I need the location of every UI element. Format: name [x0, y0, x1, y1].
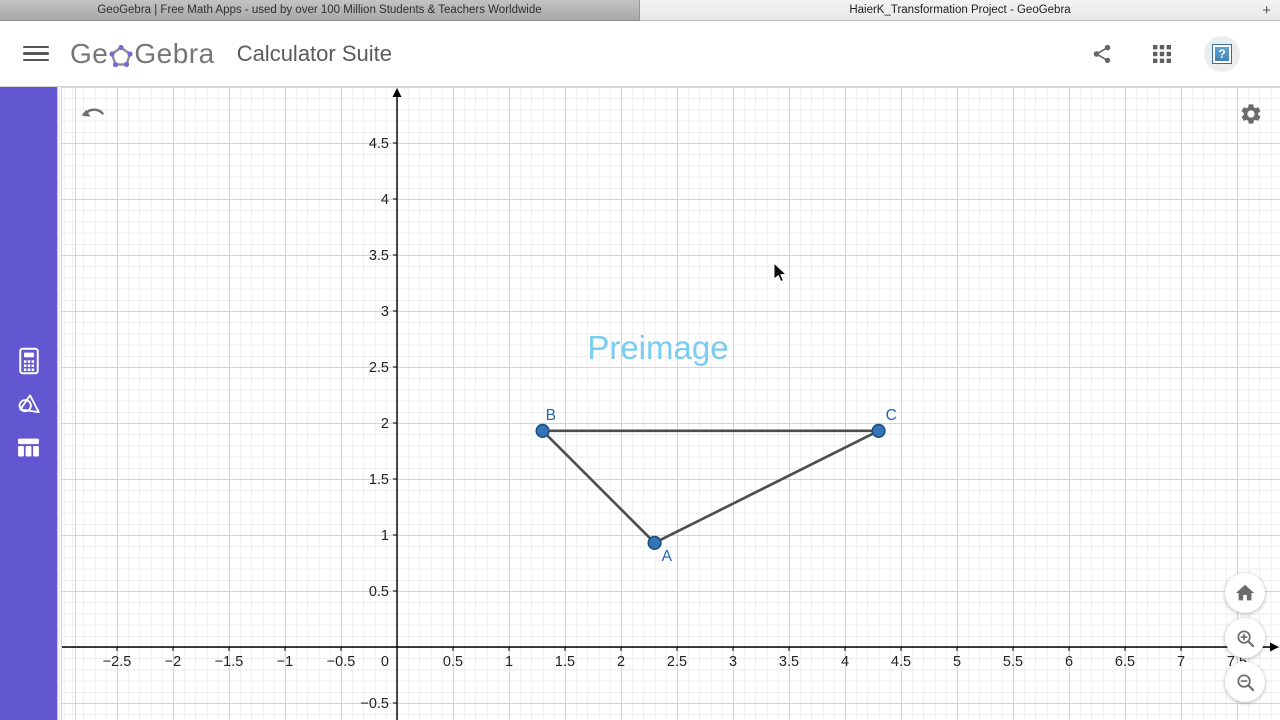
svg-text:1: 1	[505, 654, 513, 670]
tab-title: GeoGebra | Free Math Apps - used by over…	[97, 4, 542, 16]
graph-point-B[interactable]	[535, 423, 550, 438]
app-header: Ge Gebra Calculator Suite ?	[0, 21, 1280, 87]
hamburger-menu-icon[interactable]	[23, 44, 49, 64]
geometry-icon	[18, 394, 40, 414]
svg-text:−2: −2	[165, 654, 182, 670]
svg-text:−0.5: −0.5	[360, 696, 389, 712]
panel-resize-handle[interactable]	[57, 87, 62, 720]
home-icon	[1235, 584, 1255, 601]
undo-icon	[81, 108, 104, 117]
main-area: −2.5 −2 −1.5 −1 −0.5 0.5 1 1.5 2 2.5 3 3.5 4 4.5 5 5.5 6…	[0, 87, 1280, 720]
help-button[interactable]: ?	[1204, 35, 1240, 72]
logo-pentagon-icon	[109, 44, 133, 67]
svg-text:6: 6	[1065, 654, 1073, 670]
point-label-C: C	[886, 407, 897, 424]
svg-text:0.5: 0.5	[443, 654, 463, 670]
apps-menu-button[interactable]	[1144, 36, 1180, 72]
app-title: Calculator Suite	[236, 40, 392, 66]
browser-tab-project[interactable]: HaierK_Transformation Project - GeoGebra…	[640, 0, 1280, 21]
svg-text:−1.5: −1.5	[215, 654, 244, 670]
svg-text:2: 2	[617, 654, 625, 670]
segment-BA[interactable]	[541, 429, 656, 544]
tab-title: HaierK_Transformation Project - GeoGebra	[849, 4, 1071, 16]
home-view-button[interactable]	[1225, 573, 1265, 613]
svg-text:4.5: 4.5	[891, 654, 911, 670]
svg-text:0: 0	[381, 654, 389, 670]
svg-text:Preimage: Preimage	[587, 329, 728, 366]
new-tab-button[interactable]: +	[1262, 2, 1271, 19]
point-label-A: A	[662, 548, 673, 565]
graph-point-A[interactable]	[647, 535, 662, 550]
sidebar-item-geometry[interactable]	[12, 387, 46, 421]
svg-text:0.5: 0.5	[369, 584, 389, 600]
svg-text:−0.5: −0.5	[327, 654, 356, 670]
tool-sidebar	[0, 87, 57, 720]
calculator-icon	[18, 347, 39, 375]
svg-text:3: 3	[729, 654, 737, 670]
sidebar-item-table[interactable]	[12, 430, 46, 464]
undo-button[interactable]	[78, 103, 108, 127]
browser-tab-geogebra-home[interactable]: GeoGebra | Free Math Apps - used by over…	[0, 0, 640, 21]
svg-text:6.5: 6.5	[1115, 654, 1135, 670]
svg-text:4: 4	[381, 192, 389, 208]
svg-text:−1: −1	[277, 654, 294, 670]
zoom-out-icon	[1236, 673, 1254, 691]
settings-gear-icon	[1241, 104, 1261, 124]
share-icon	[1093, 44, 1111, 63]
browser-tab-bar: GeoGebra | Free Math Apps - used by over…	[0, 0, 1280, 21]
zoom-in-button[interactable]	[1225, 618, 1265, 658]
svg-text:3: 3	[381, 304, 389, 320]
segment-AC[interactable]	[654, 429, 880, 545]
geogebra-logo[interactable]: Ge Gebra	[70, 38, 215, 70]
graph-canvas[interactable]: −2.5 −2 −1.5 −1 −0.5 0.5 1 1.5 2 2.5 3 3.5 4 4.5 5 5.5 6…	[62, 87, 1280, 720]
svg-text:4: 4	[841, 654, 849, 670]
svg-text:2: 2	[381, 416, 389, 432]
zoom-in-icon	[1236, 629, 1254, 647]
logo-text-prefix: Ge	[70, 37, 109, 69]
svg-text:1.5: 1.5	[555, 654, 575, 670]
svg-text:1.5: 1.5	[369, 472, 389, 488]
svg-text:7: 7	[1177, 654, 1185, 670]
point-label-B: B	[546, 407, 556, 424]
sidebar-item-calculator[interactable]	[12, 344, 46, 378]
svg-text:3.5: 3.5	[779, 654, 799, 670]
apps-grid-icon	[1153, 44, 1171, 63]
zoom-out-button[interactable]	[1225, 662, 1265, 702]
svg-text:5.5: 5.5	[1003, 654, 1023, 670]
graphics-view[interactable]: −2.5 −2 −1.5 −1 −0.5 0.5 1 1.5 2 2.5 3 3.5 4 4.5 5 5.5 6…	[62, 87, 1280, 720]
svg-text:4.5: 4.5	[369, 136, 389, 152]
svg-text:3.5: 3.5	[369, 248, 389, 264]
svg-text:5: 5	[953, 654, 961, 670]
graph-point-C[interactable]	[871, 423, 886, 438]
svg-text:−2.5: −2.5	[103, 654, 132, 670]
graph-settings-button[interactable]	[1239, 102, 1263, 126]
help-icon: ?	[1212, 43, 1232, 64]
share-button[interactable]	[1084, 36, 1120, 72]
logo-text-suffix: Gebra	[134, 37, 215, 69]
table-icon	[18, 438, 39, 456]
svg-text:2.5: 2.5	[369, 360, 389, 376]
svg-text:2.5: 2.5	[667, 654, 687, 670]
svg-text:1: 1	[381, 528, 389, 544]
